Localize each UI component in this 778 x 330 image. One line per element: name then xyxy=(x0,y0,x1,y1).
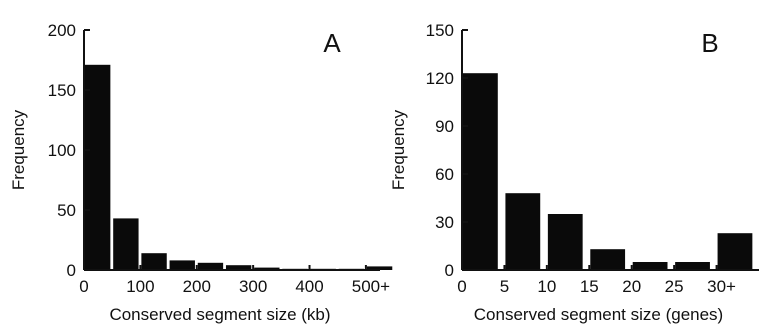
y-tick-label-a-3: 150 xyxy=(48,81,76,100)
bar-a-10 xyxy=(366,266,393,270)
y-ticks-b: 0 30 60 90 120 150 xyxy=(426,21,468,280)
x-tick-label-a-2: 200 xyxy=(183,277,211,296)
x-axis-title-b: Conserved segment size (genes) xyxy=(474,305,723,324)
y-tick-label-b-5: 150 xyxy=(426,21,454,40)
y-tick-label-a-0: 0 xyxy=(67,261,76,280)
bar-a-4 xyxy=(197,262,224,270)
bar-a-6 xyxy=(254,267,280,270)
x-tick-label-a-1: 100 xyxy=(126,277,154,296)
x-ticks-a: 0 100 200 300 400 500+ xyxy=(79,265,390,296)
bar-b-5 xyxy=(675,262,710,270)
y-axis-title-b: Frequency xyxy=(389,109,408,190)
bar-b-0 xyxy=(463,73,498,270)
x-tick-label-b-5: 25 xyxy=(665,277,684,296)
x-ticks-b: 0 5 10 15 20 25 30+ xyxy=(457,265,736,296)
bar-b-3 xyxy=(590,249,626,270)
panel-label-a: A xyxy=(323,28,341,58)
x-tick-label-b-0: 0 xyxy=(457,277,466,296)
x-tick-label-b-1: 5 xyxy=(500,277,509,296)
bar-b-1 xyxy=(505,193,541,270)
bar-b-6 xyxy=(717,233,753,270)
y-tick-label-a-2: 100 xyxy=(48,141,76,160)
x-tick-label-a-4: 400 xyxy=(295,277,323,296)
y-tick-label-b-1: 30 xyxy=(435,213,454,232)
x-tick-label-a-3: 300 xyxy=(239,277,267,296)
x-tick-label-a-5: 500+ xyxy=(352,277,390,296)
y-tick-label-b-3: 90 xyxy=(435,117,454,136)
panel-label-b: B xyxy=(701,28,718,58)
x-tick-label-a-0: 0 xyxy=(79,277,88,296)
y-tick-label-a-1: 50 xyxy=(57,201,76,220)
bar-a-3 xyxy=(169,260,195,270)
bar-a-5 xyxy=(225,265,252,270)
bars-b xyxy=(463,73,753,270)
y-tick-label-a-4: 200 xyxy=(48,21,76,40)
bar-b-2 xyxy=(547,214,583,270)
x-tick-label-b-2: 10 xyxy=(537,277,556,296)
chart-panel-a: 0 50 100 150 200 0 100 200 300 400 500+ A Frequen… xyxy=(9,21,393,324)
x-tick-label-b-4: 20 xyxy=(622,277,641,296)
bar-a-0 xyxy=(85,64,111,270)
y-ticks-a: 0 50 100 150 200 xyxy=(48,21,90,280)
bar-a-1 xyxy=(113,218,139,270)
y-axis-title-a: Frequency xyxy=(9,109,28,190)
x-tick-label-b-6: 30+ xyxy=(707,277,736,296)
y-tick-label-b-2: 60 xyxy=(435,165,454,184)
bar-b-4 xyxy=(632,262,668,270)
y-tick-label-b-0: 0 xyxy=(445,261,454,280)
bars-a xyxy=(85,64,393,270)
x-tick-label-b-3: 15 xyxy=(580,277,599,296)
bar-a-2 xyxy=(141,253,167,270)
y-tick-label-b-4: 120 xyxy=(426,69,454,88)
x-axis-title-a: Conserved segment size (kb) xyxy=(109,305,330,324)
